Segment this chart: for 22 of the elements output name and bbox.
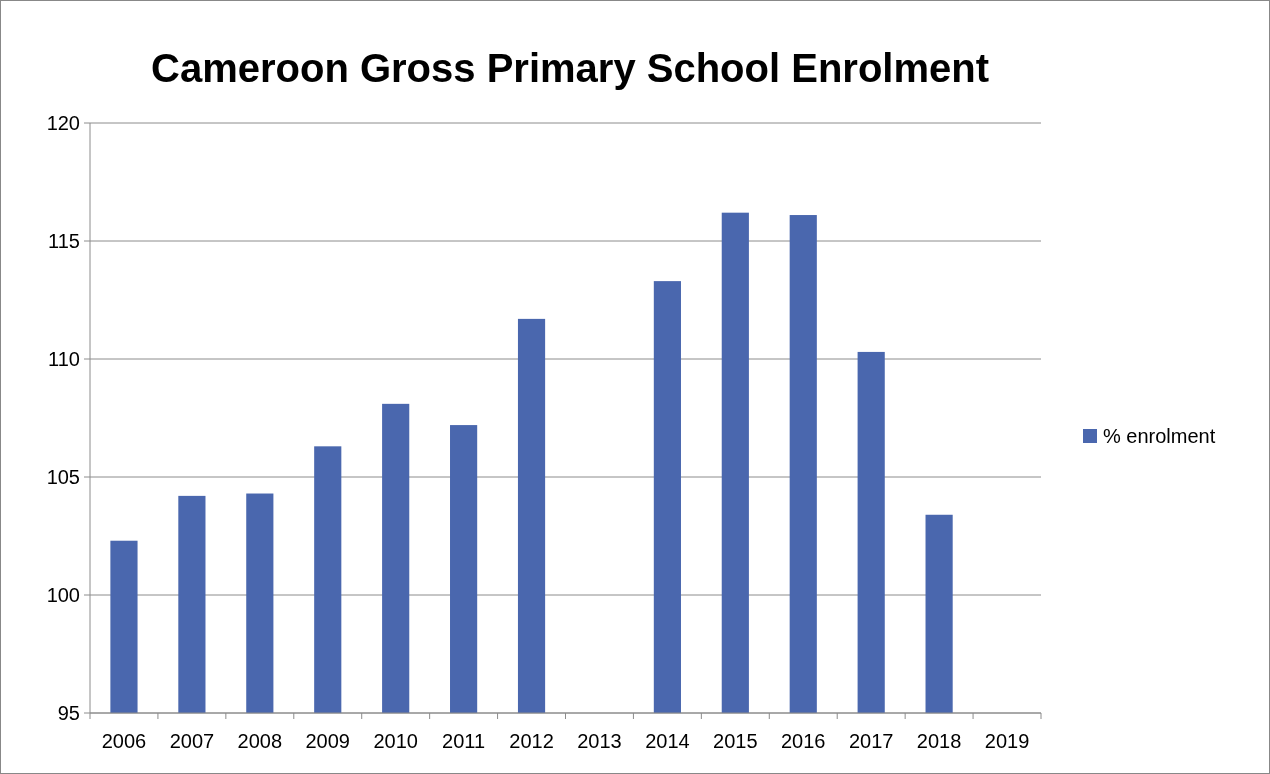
x-tick-label: 2013 xyxy=(577,730,622,752)
y-tick-label: 105 xyxy=(46,466,80,488)
x-tick-label: 2008 xyxy=(237,730,283,752)
x-tick-label: 2010 xyxy=(373,730,418,752)
x-tick-label: 2019 xyxy=(984,730,1030,752)
x-tick-label: 2016 xyxy=(781,730,826,752)
x-tick-label: 2017 xyxy=(848,730,894,752)
x-tick-label: 2009 xyxy=(305,730,350,752)
x-tick-label: 2007 xyxy=(169,730,215,752)
x-tick-label: 2012 xyxy=(509,730,554,752)
y-tick-label: 100 xyxy=(46,584,80,606)
y-tick-label: 95 xyxy=(57,702,80,724)
y-tick-label: 120 xyxy=(46,112,80,134)
x-tick-label: 2018 xyxy=(916,730,962,752)
chart-title: Cameroon Gross Primary School Enrolment xyxy=(151,46,989,90)
x-tick-label: 2011 xyxy=(442,730,486,752)
x-tick-label: 2015 xyxy=(713,730,758,752)
x-tick-label: 2014 xyxy=(645,730,690,752)
legend-label: % enrolment xyxy=(1103,425,1216,447)
y-tick-label: 115 xyxy=(48,230,80,252)
x-tick-label: 2006 xyxy=(101,730,147,752)
y-tick-label: 110 xyxy=(48,348,80,370)
